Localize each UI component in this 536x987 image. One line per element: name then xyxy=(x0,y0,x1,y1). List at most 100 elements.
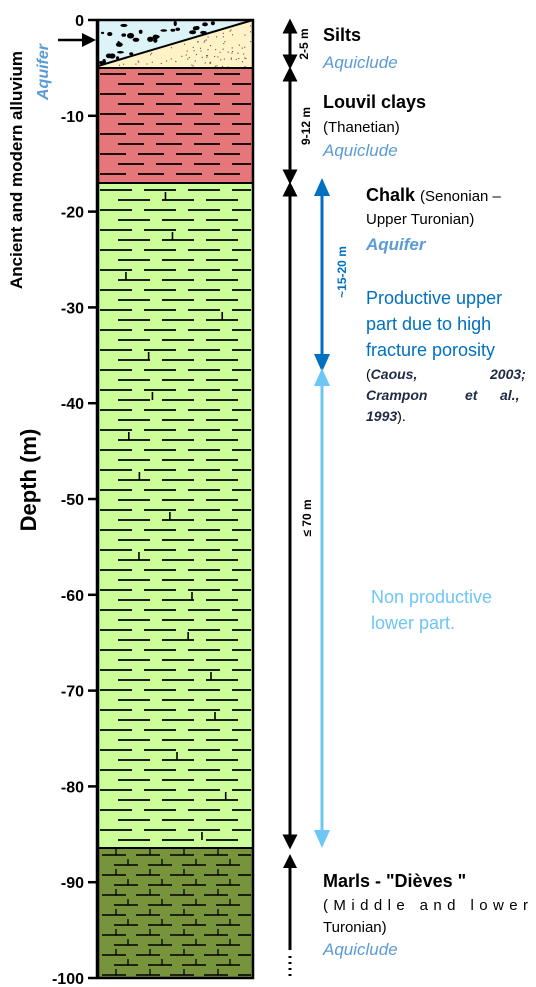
silt-dot xyxy=(201,56,203,58)
non-productive-text-2: lower part. xyxy=(371,613,455,633)
non-productive-part-arrow xyxy=(314,368,330,848)
silt-dot xyxy=(170,47,173,49)
silt-dot xyxy=(242,61,244,63)
non-productive-text-1: Non productive xyxy=(371,587,492,607)
gravel-dot xyxy=(160,29,168,32)
silt-dot xyxy=(181,55,183,57)
silt-dot xyxy=(216,65,218,67)
silt-dot xyxy=(123,63,125,65)
chalk-role: Aquifer xyxy=(365,235,427,254)
productive-text-2: part due to high xyxy=(366,314,491,334)
depth-tick-label: -60 xyxy=(61,588,84,605)
depth-tick-label: -100 xyxy=(52,971,84,987)
depth-tick-label: -20 xyxy=(61,205,84,222)
productive-thickness-label: ~15-20 m xyxy=(335,246,349,298)
silt-dot xyxy=(204,62,206,64)
silt-dot xyxy=(199,47,202,49)
silt-dot xyxy=(222,36,224,38)
gravel-dot xyxy=(173,20,177,27)
depth-axis-label: Depth (m) xyxy=(16,429,41,532)
silt-dot xyxy=(185,54,187,56)
marls-role: Aquiclude xyxy=(322,940,398,959)
silt-dot xyxy=(204,40,206,42)
gravel-dot xyxy=(170,28,176,32)
gravel-dot xyxy=(127,32,135,39)
silt-dot xyxy=(238,44,240,46)
silt-dot xyxy=(222,32,224,34)
marls-thickness-arrow xyxy=(283,854,297,976)
silt-dot xyxy=(231,47,233,49)
gravel-dot xyxy=(202,22,208,27)
gravel-dot xyxy=(153,38,158,43)
silt-dot xyxy=(231,52,233,54)
silt-dot xyxy=(165,60,168,62)
silt-dot xyxy=(205,39,207,41)
silt-dot xyxy=(192,65,194,67)
productive-part-arrow xyxy=(314,178,330,372)
marls-age-2: Turonian) xyxy=(323,919,387,936)
silt-dot xyxy=(221,65,224,67)
productive-text-3: fracture porosity xyxy=(366,340,495,360)
silt-dot xyxy=(209,62,211,64)
silt-dot xyxy=(230,29,232,31)
gravel-dot xyxy=(194,25,200,31)
chalk-name: Chalk xyxy=(366,185,416,205)
silt-dot xyxy=(215,36,218,38)
reference-et: et xyxy=(465,387,479,403)
silt-dot xyxy=(138,61,140,63)
silt-dot xyxy=(146,63,148,65)
alluvium-label: Ancient and modern alluvium xyxy=(7,51,26,289)
silt-dot xyxy=(192,46,194,48)
silts-name: Silts xyxy=(323,25,361,45)
silts-thickness-label: 2-5 m xyxy=(297,28,311,59)
silt-dot xyxy=(207,49,209,51)
gravel-dot xyxy=(210,21,215,26)
silt-dot xyxy=(191,64,193,66)
silt-dot xyxy=(244,65,246,67)
gravel-dot xyxy=(189,30,196,35)
louvil-thickness-label: 9-12 m xyxy=(299,107,313,145)
silt-dot xyxy=(244,46,246,48)
silt-dot xyxy=(232,50,234,53)
reference-line-2: Crampon xyxy=(366,387,427,403)
depth-tick-label: -70 xyxy=(61,684,84,701)
depth-tick-label: -90 xyxy=(61,875,84,892)
louvil-role: Aquiclude xyxy=(322,141,398,160)
silt-dot xyxy=(241,47,243,49)
silt-dot xyxy=(249,31,252,33)
marls-name: Marls - "Dièves " xyxy=(323,871,466,891)
gravel-dot xyxy=(129,52,134,56)
depth-tick-label: -80 xyxy=(61,779,84,796)
silt-dot xyxy=(200,50,202,52)
gravel-dot xyxy=(121,33,127,37)
marls-layer xyxy=(98,848,253,978)
gravel-dot xyxy=(100,31,105,35)
gravel-dot xyxy=(98,60,104,65)
silt-dot xyxy=(206,56,208,58)
silts-role: Aquiclude xyxy=(322,53,398,72)
productive-text-1: Productive upper xyxy=(366,288,502,308)
marls-age: (Middle and lower xyxy=(323,897,528,914)
silt-dot xyxy=(222,48,224,50)
silt-dot xyxy=(206,55,209,57)
chalk-layer xyxy=(98,183,253,848)
louvil-clays-layer xyxy=(98,68,253,183)
reference-year-1: 2003; xyxy=(489,366,526,382)
silt-dot xyxy=(210,61,212,63)
silt-dot xyxy=(175,61,177,63)
depth-tick-label: -10 xyxy=(61,109,84,126)
louvil-name: Louvil clays xyxy=(323,92,426,112)
silt-dot xyxy=(194,60,196,62)
silt-dot xyxy=(231,34,234,36)
gravel-dot xyxy=(109,53,116,59)
silt-dot xyxy=(214,65,216,67)
silt-dot xyxy=(243,53,245,55)
silt-dot xyxy=(217,56,219,58)
gravel-dot xyxy=(132,37,140,42)
silt-dot xyxy=(223,58,225,60)
silts-boundary-diagonal xyxy=(97,19,254,67)
silt-dot xyxy=(229,30,231,32)
silt-dot xyxy=(227,51,229,53)
silt-dot xyxy=(215,49,217,51)
